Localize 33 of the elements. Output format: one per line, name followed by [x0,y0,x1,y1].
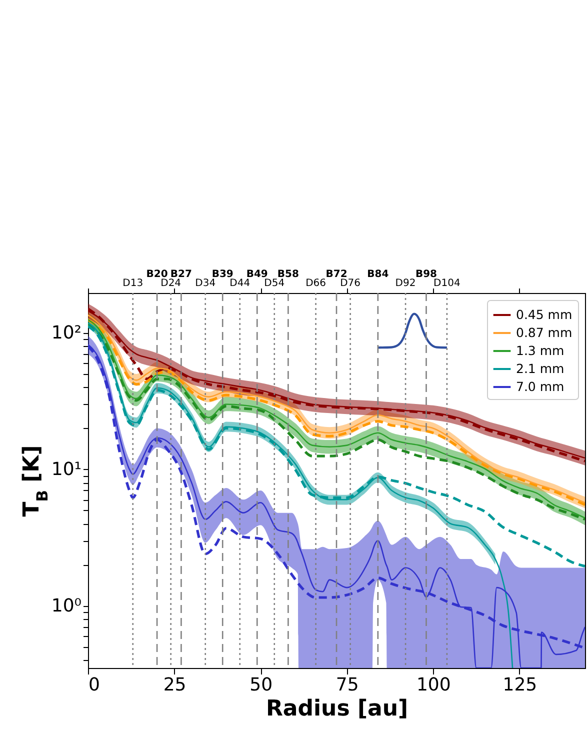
x-tick-label: 125 [502,674,538,696]
legend-label: 2.1 mm [516,361,564,376]
legend-label: 1.3 mm [516,343,564,358]
ref-line-label: D104 [434,278,460,289]
x-tick-label: 50 [250,674,273,696]
legend-label: 0.45 mm [516,307,572,322]
x-tick-label: 25 [163,674,186,696]
ref-line-label: B98 [415,269,438,280]
ref-line-label: D54 [264,278,285,289]
legend-label: 0.87 mm [516,325,572,340]
x-tick-label: 100 [416,674,451,696]
legend-label: 7.0 mm [516,379,564,394]
ref-line-label: D34 [195,278,216,289]
ref-line-label: D24 [160,278,182,289]
ref-line-label: D92 [395,278,416,289]
ref-line-label: B20 [146,269,168,280]
ref-line-label: B39 [212,269,234,280]
ref-line-label: D66 [306,278,326,289]
line-series [376,312,448,349]
ref-line-label: D76 [340,278,361,289]
y-tick-label: 10¹ [51,458,82,480]
ref-line-label: B72 [326,269,348,280]
ref-line-label: D13 [122,278,144,289]
ref-line-label: B84 [367,269,389,280]
x-axis-title: Radius [au] [266,696,408,722]
y-tick-label: 10⁰ [51,595,82,616]
x-tick-label: 75 [336,674,359,696]
ref-line-label: B27 [170,269,192,280]
y-tick-label: 10² [51,322,82,344]
ref-line-label: B58 [277,269,299,280]
ref-line-label: D44 [230,278,250,289]
x-tick-label: 0 [88,674,100,696]
ref-line-label: B49 [246,269,268,280]
